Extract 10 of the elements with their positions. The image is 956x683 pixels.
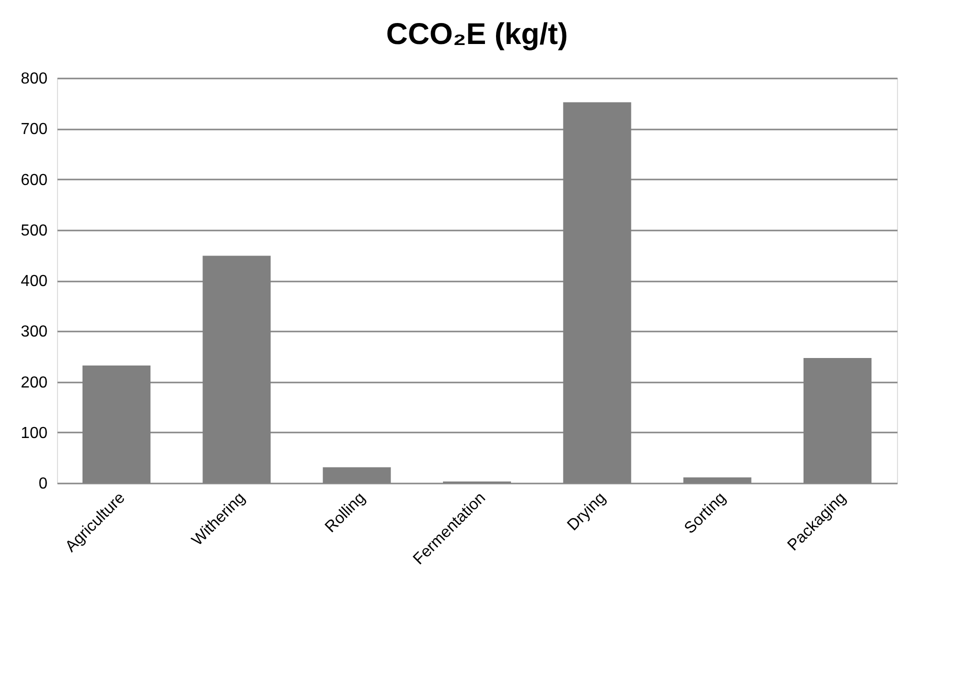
y-tick-label: 400 (20, 273, 48, 290)
y-tick-label: 700 (20, 121, 48, 138)
y-tick-label: 600 (20, 172, 48, 189)
y-tick-label: 500 (20, 222, 48, 240)
y-tick-label: 100 (20, 424, 48, 442)
y-tick-label: 800 (20, 70, 48, 88)
chart-title: CCO₂E (kg/t) (386, 18, 568, 51)
y-tick-label: 200 (20, 374, 48, 392)
y-tick-label: 0 (38, 476, 48, 492)
y-tick-label: 300 (20, 324, 48, 341)
